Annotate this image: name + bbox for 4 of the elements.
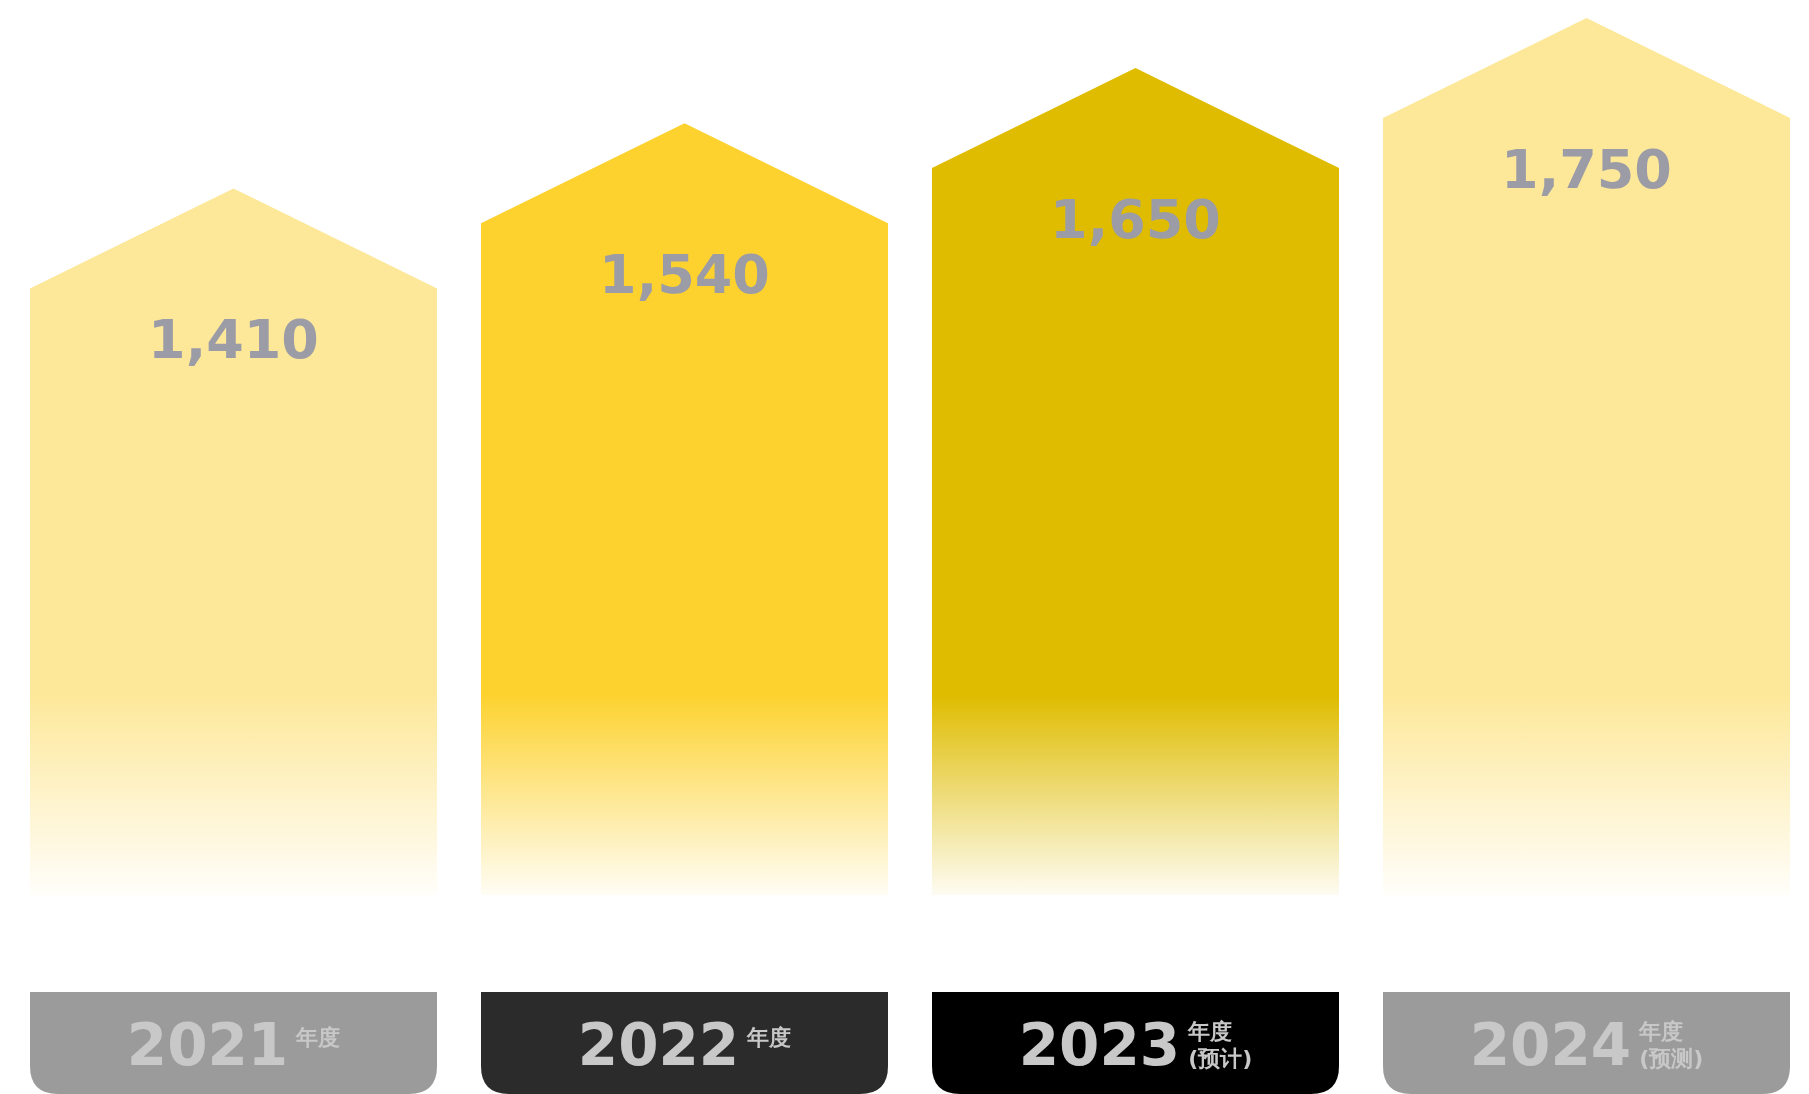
data-label: 1,650 [1050,188,1221,252]
data-label: 1,750 [1501,138,1672,201]
data-label: 1,410 [148,308,319,372]
data-label: 1,540 [599,243,770,307]
